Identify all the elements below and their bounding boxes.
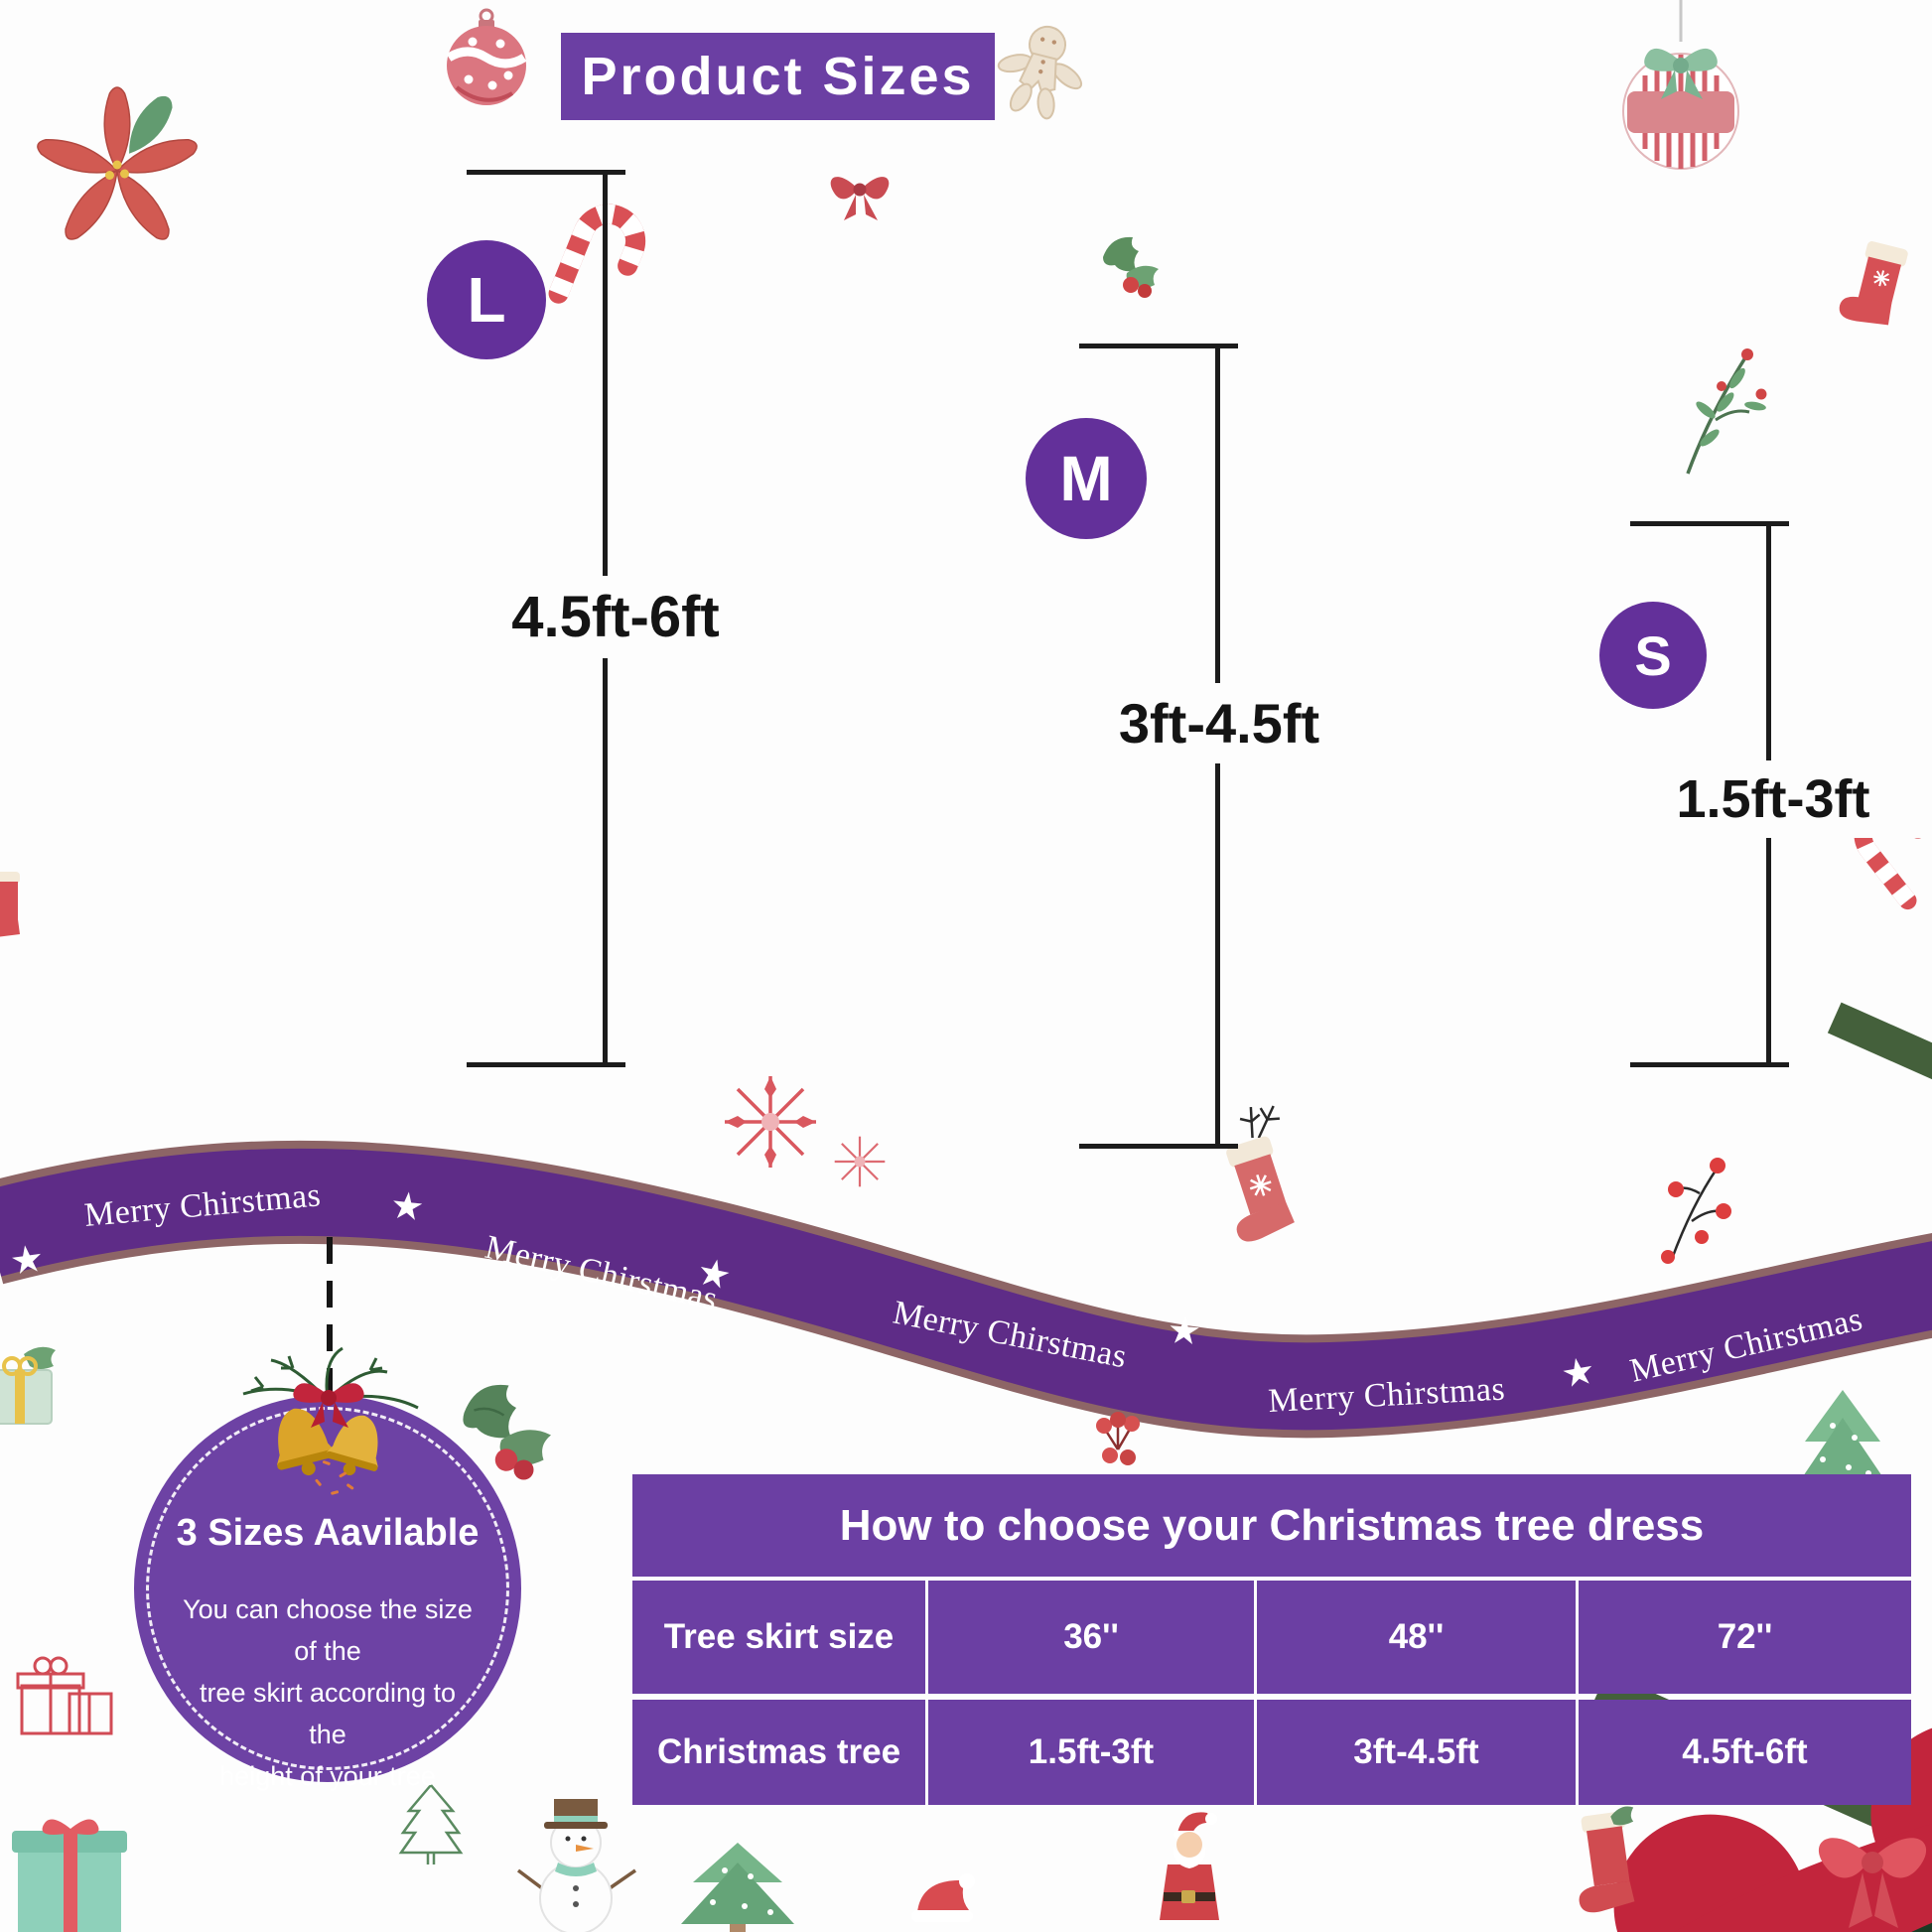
ornament-ball-icon xyxy=(446,8,527,105)
ribbon-star-icon: ★ xyxy=(388,1182,426,1229)
ribbon-star-icon: ★ xyxy=(7,1236,47,1284)
bow-corner-icon xyxy=(1818,1838,1927,1928)
holly-mid-icon xyxy=(463,1384,551,1480)
berries-small-icon xyxy=(1096,1412,1140,1465)
page-title-banner: Product Sizes xyxy=(561,33,995,120)
dimension-tick-medium-top xyxy=(1079,344,1238,348)
stocking-bottom-icon xyxy=(1579,1806,1635,1913)
snowflake-icon xyxy=(725,1076,816,1168)
dimension-tick-large-top xyxy=(467,170,625,175)
dimension-tick-medium-bottom xyxy=(1079,1144,1238,1149)
sketch-tree-icon xyxy=(398,1783,464,1864)
teal-gift-icon xyxy=(12,1819,127,1932)
stocking-icon xyxy=(1839,241,1908,326)
santa-hat-icon xyxy=(911,1873,975,1922)
size-badge-large: L xyxy=(427,240,546,359)
dimension-tick-small-bottom xyxy=(1630,1062,1789,1067)
ribbon-star-icon: ★ xyxy=(1166,1308,1202,1353)
santa-icon xyxy=(1160,1812,1219,1920)
ribbon-banner: Merry Chirstmas Merry Chirstmas Merry Ch… xyxy=(0,1140,1932,1439)
candy-cane-icon xyxy=(548,204,646,304)
cartoon-tree-bottom-icon xyxy=(681,1843,794,1932)
sizes-info-circle: 3 Sizes Aavilable You can choose the siz… xyxy=(134,1395,521,1791)
info-circle-dashed-border xyxy=(146,1407,509,1770)
size-badge-medium-letter: M xyxy=(1059,443,1113,514)
table-row-tree-height: Christmas tree 1.5ft-3ft 3ft-4.5ft 4.5ft… xyxy=(632,1700,1911,1805)
snowflake-small-icon xyxy=(834,1136,886,1187)
stocking-mid-icon xyxy=(1226,1105,1295,1242)
skirt-size-value: 72'' xyxy=(1579,1581,1911,1694)
page-title: Product Sizes xyxy=(581,47,975,106)
row-label: Tree skirt size xyxy=(632,1581,925,1694)
info-line: You can choose the size of the xyxy=(183,1594,473,1666)
height-range-small: 1.5ft-3ft xyxy=(1596,760,1932,838)
poinsettia-icon xyxy=(37,86,198,240)
table-row-skirt-size: Tree skirt size 36'' 48'' 72'' xyxy=(632,1581,1911,1694)
size-badge-small: S xyxy=(1599,602,1707,709)
ribbon-star-icon: ★ xyxy=(1558,1348,1598,1397)
holly-icon xyxy=(1103,236,1159,298)
sprig-icon xyxy=(1686,348,1767,475)
size-badge-medium: M xyxy=(1026,418,1147,539)
gift-left-icon xyxy=(0,1346,56,1425)
skirt-size-value: 36'' xyxy=(928,1581,1254,1694)
tree-height-value: 1.5ft-3ft xyxy=(928,1700,1254,1805)
gingerbread-man-icon xyxy=(997,25,1083,120)
hanging-ornament-icon xyxy=(1622,0,1739,170)
dimension-tick-small-top xyxy=(1630,521,1789,526)
snowman-icon xyxy=(516,1799,636,1932)
tree-height-value: 4.5ft-6ft xyxy=(1579,1700,1911,1805)
tree-height-value: 3ft-4.5ft xyxy=(1257,1700,1576,1805)
berry-branch-icon xyxy=(1661,1158,1731,1264)
table-title: How to choose your Christmas tree dress xyxy=(632,1474,1911,1577)
red-bow-icon xyxy=(830,177,890,220)
height-range-large: 4.5ft-6ft xyxy=(437,576,794,658)
dimension-tick-large-bottom xyxy=(467,1062,625,1067)
height-range-medium: 3ft-4.5ft xyxy=(1040,683,1398,763)
stocking-edge-icon xyxy=(0,872,20,937)
info-line: height of your tree xyxy=(219,1761,436,1791)
size-badge-large-letter: L xyxy=(467,264,506,336)
skirt-size-value: 48'' xyxy=(1257,1581,1576,1694)
row-label: Christmas tree xyxy=(632,1700,925,1805)
info-line: tree skirt according to the xyxy=(199,1678,457,1749)
size-badge-small-letter: S xyxy=(1634,623,1672,687)
bells-decoration-icon xyxy=(242,1346,419,1495)
info-circle-text: You can choose the size of the tree skir… xyxy=(179,1588,477,1797)
info-circle-title: 3 Sizes Aavilable xyxy=(176,1512,480,1554)
sizing-table: How to choose your Christmas tree dress … xyxy=(632,1474,1911,1805)
line-gifts-icon xyxy=(16,1656,113,1735)
